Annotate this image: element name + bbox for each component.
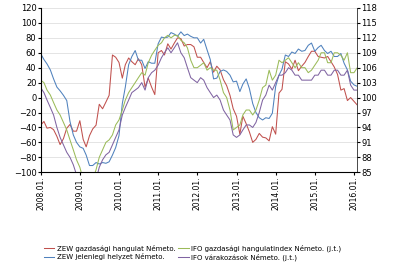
Line: IFO várakozások Németo. (j.t.): IFO várakozások Németo. (j.t.) [40, 43, 356, 192]
Line: ZEW jelenlegi helyzet Németo.: ZEW jelenlegi helyzet Németo. [40, 32, 356, 166]
Legend: ZEW gazdasági hangulat Németo., ZEW jelenlegi helyzet Németo., IFO gazdasági han: ZEW gazdasági hangulat Németo., ZEW jele… [44, 245, 340, 261]
Line: IFO gazdasági hangulatindex Németo. (j.t.): IFO gazdasági hangulatindex Németo. (j.t… [40, 35, 356, 187]
Line: ZEW gazdasági hangulat Németo.: ZEW gazdasági hangulat Németo. [40, 38, 356, 147]
